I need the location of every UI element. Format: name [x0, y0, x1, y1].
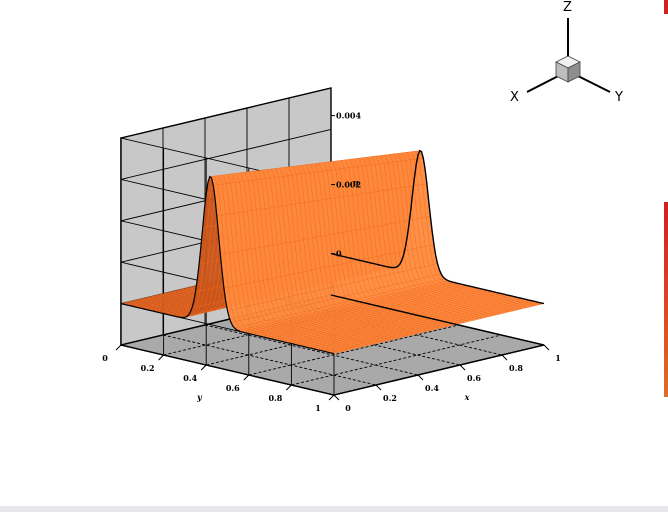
- right-edge-strip-middle: [664, 202, 668, 397]
- y-tick-label: 0.4: [183, 373, 197, 383]
- grid-line: [248, 324, 459, 376]
- z-axis-title: u: [353, 178, 359, 188]
- triad-cube-right: [567, 61, 581, 83]
- bottom-status-strip: [0, 506, 668, 512]
- x-tick-mark: [375, 384, 382, 391]
- x-tick-mark: [543, 344, 550, 351]
- y-tick-mark: [115, 344, 122, 351]
- grid-line: [162, 334, 377, 386]
- y-tick-mark: [158, 354, 164, 361]
- orientation-triad: Z X Y: [510, 0, 623, 105]
- z-tick-label: 0.004: [336, 111, 361, 121]
- x-axis-title: x: [464, 392, 470, 402]
- grid-line: [204, 324, 419, 376]
- tick-labels: 0 0.2 0.4 0.6 0.8 1 0 0.2 0.4 0.6 0.8 1 0 0.002 0.004 y…: [102, 111, 561, 413]
- x-tick-mark: [501, 354, 508, 361]
- z-tick-label: 0: [336, 249, 342, 259]
- y-tick-mark: [328, 394, 335, 401]
- plot-box: 0 0.2 0.4 0.6 0.8 1 0 0.2 0.4 0.6 0.8 1 0 0.002 0.004 y…: [102, 87, 561, 413]
- x-tick-label: 0.8: [509, 363, 523, 373]
- x-tick-label: 0.6: [467, 373, 481, 383]
- y-tick-label: 0.6: [226, 383, 240, 393]
- x-tick-mark: [459, 364, 466, 371]
- x-tick-label: 0: [345, 403, 351, 413]
- grid-line: [291, 334, 502, 386]
- triad-x-label: X: [510, 90, 519, 105]
- y-tick-mark: [286, 384, 292, 391]
- x-tick-mark: [417, 374, 424, 381]
- y-tick-mark: [200, 364, 207, 371]
- triad-y-label: Y: [614, 90, 623, 105]
- y-tick-mark: [243, 374, 250, 381]
- x-tick-label: 0.2: [383, 393, 397, 403]
- front-profile-curve: [330, 149, 545, 305]
- z-tick-label: 0.002: [336, 180, 361, 190]
- x-tick-mark: [333, 394, 340, 401]
- y-tick-label: 0.2: [141, 363, 155, 373]
- triad-z-label: Z: [563, 0, 572, 15]
- y-tick-label: 0: [102, 353, 108, 363]
- y-tick-label: 1: [315, 403, 321, 413]
- back-profile-curve: [120, 175, 335, 355]
- right-edge-strip-top: [664, 0, 668, 14]
- y-tick-label: 0.8: [268, 393, 282, 403]
- y-axis-title: y: [196, 392, 203, 402]
- x-tick-label: 0.4: [425, 383, 439, 393]
- x-tick-label: 1: [555, 353, 561, 363]
